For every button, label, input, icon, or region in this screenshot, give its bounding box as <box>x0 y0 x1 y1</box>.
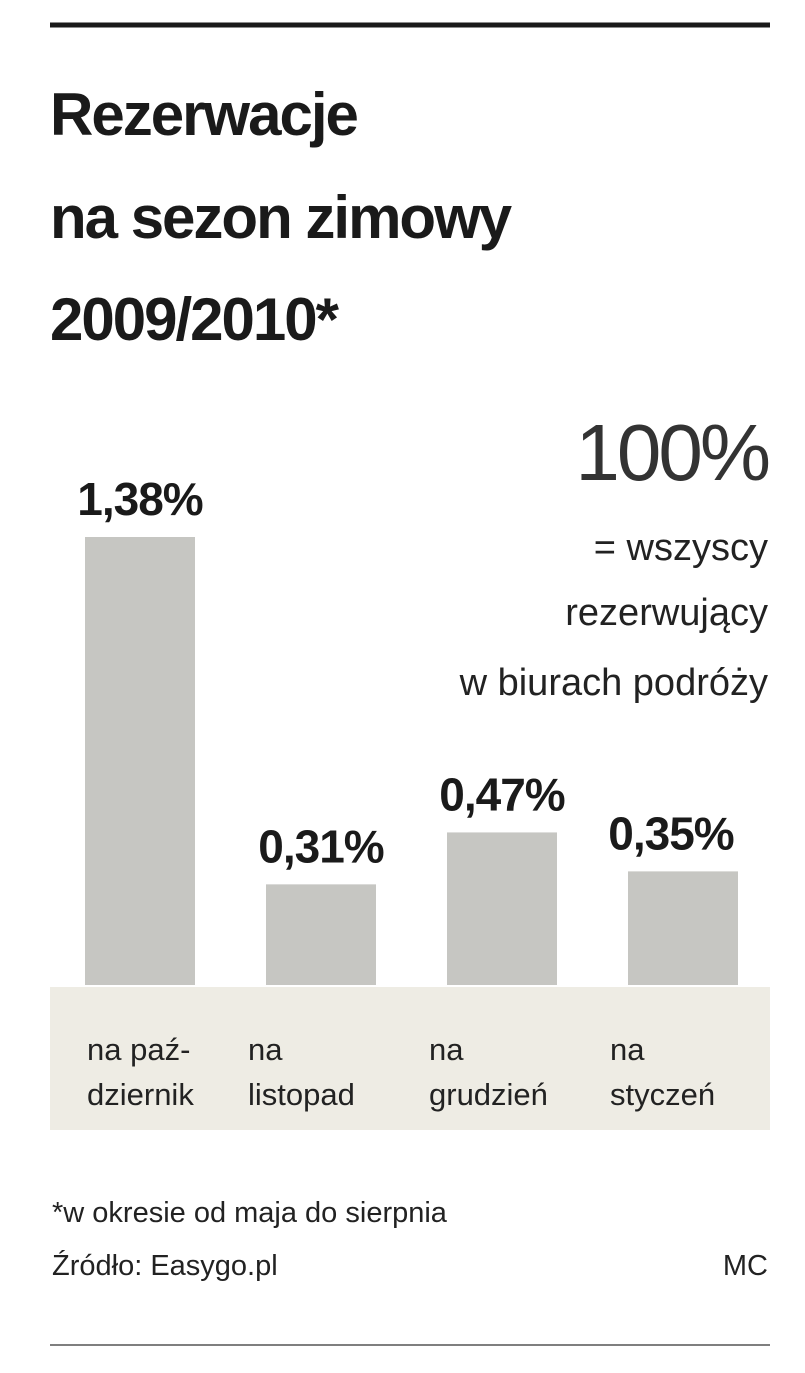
x-tick-label: na paź- <box>87 1032 190 1067</box>
bar <box>447 832 557 985</box>
footnote: *w okresie od maja do sierpnia <box>52 1197 448 1229</box>
bar <box>628 871 738 985</box>
annotation: rezerwujący <box>565 592 768 634</box>
value-label: 0,35% <box>608 807 734 859</box>
x-tick-label: na <box>248 1032 283 1067</box>
value-label: 0,31% <box>258 820 384 872</box>
chart-title: 2009/2010* <box>50 286 340 353</box>
value-label: 1,38% <box>77 473 203 525</box>
annotation: = wszyscy <box>594 527 768 569</box>
chart-title: Rezerwacje <box>50 81 357 148</box>
x-tick-label: dziernik <box>87 1077 194 1112</box>
credit: MC <box>723 1250 768 1282</box>
chart-title: na sezon zimowy <box>50 184 513 251</box>
source: Źródło: Easygo.pl <box>52 1249 278 1282</box>
x-tick-label: grudzień <box>429 1077 548 1112</box>
annotation: w biurach podróży <box>459 662 768 704</box>
bar <box>266 884 376 985</box>
value-label: 0,47% <box>439 768 565 820</box>
x-tick-label: listopad <box>248 1077 355 1112</box>
x-tick-label: styczeń <box>610 1077 715 1112</box>
bar <box>85 537 195 985</box>
label-band <box>50 987 770 1130</box>
annotation: 100% <box>575 408 768 497</box>
x-tick-label: na <box>610 1032 645 1067</box>
x-tick-label: na <box>429 1032 464 1067</box>
